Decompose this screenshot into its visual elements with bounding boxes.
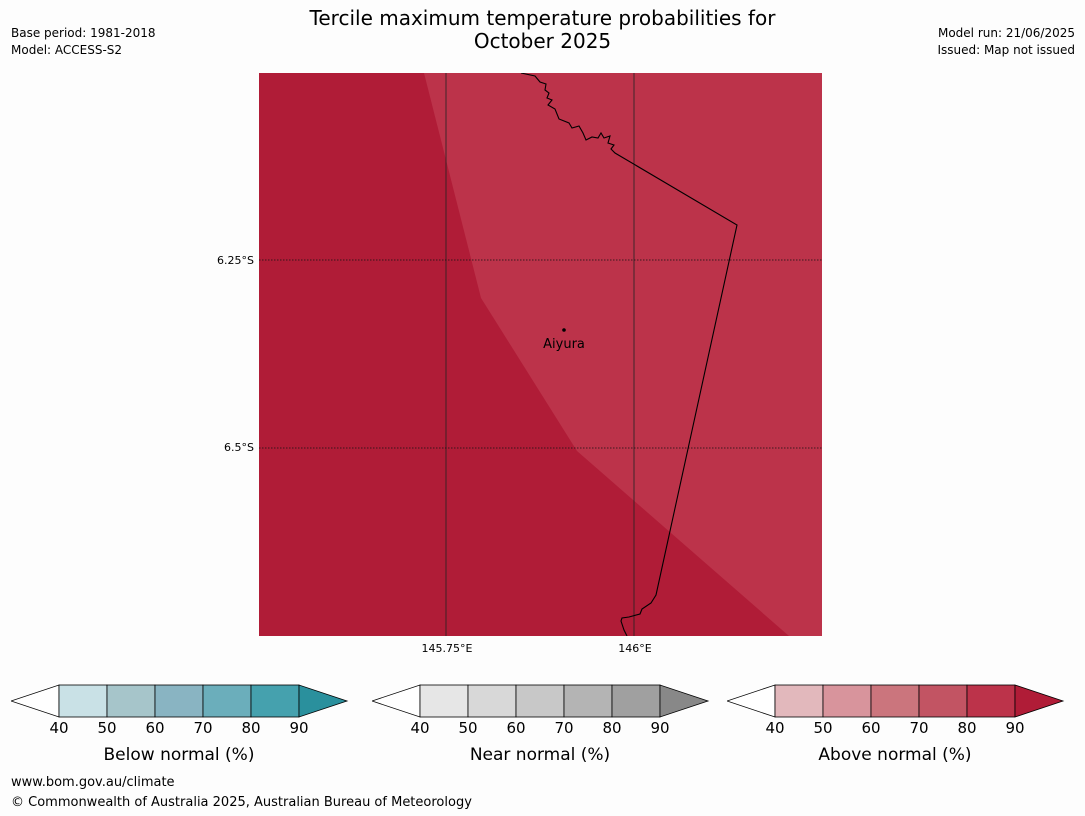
colorbar-cell <box>870 684 920 718</box>
aiyura-marker <box>562 328 566 332</box>
colorbar-tick-label: 70 <box>554 719 574 737</box>
colorbar-tick-label: 50 <box>813 719 833 737</box>
meta-right: Model run: 21/06/2025 Issued: Map not is… <box>937 25 1075 59</box>
colorbar-near <box>372 684 710 718</box>
lat-label: 6.5°S <box>224 441 254 454</box>
title-line-1: Tercile maximum temperature probabilitie… <box>309 6 776 30</box>
colorbar-extend-high <box>659 684 710 718</box>
probability-region-medium <box>424 73 822 636</box>
border-line <box>520 73 738 636</box>
colorbar-tick-label: 40 <box>49 719 69 737</box>
footer-copyright: © Commonwealth of Australia 2025, Austra… <box>11 795 472 810</box>
colorbar-tick-label: 70 <box>909 719 929 737</box>
colorbar-cell <box>515 684 565 718</box>
colorbar-extend-low <box>372 684 421 718</box>
colorbar-cell <box>202 684 252 718</box>
colorbar-tick-label: 90 <box>650 719 670 737</box>
colorbar-cell <box>611 684 661 718</box>
colorbar-tick-label: 60 <box>861 719 881 737</box>
colorbar-tick-label: 80 <box>957 719 977 737</box>
colorbar-extend-high <box>1014 684 1065 718</box>
colorbar-cell <box>467 684 517 718</box>
colorbar-tick-label: 80 <box>241 719 261 737</box>
title-line-2: October 2025 <box>473 29 612 53</box>
colorbar-cell <box>918 684 968 718</box>
lon-label: 145.75°E <box>421 642 473 655</box>
colorbar-cell <box>250 684 300 718</box>
lon-label: 146°E <box>618 642 652 655</box>
colorbar-label: Below normal (%) <box>103 745 255 765</box>
issued-status: Issued: Map not issued <box>937 43 1075 57</box>
model-run: Model run: 21/06/2025 <box>937 26 1075 40</box>
colorbar-tick-label: 40 <box>410 719 430 737</box>
colorbar-tick-label: 50 <box>97 719 117 737</box>
map-canvas <box>259 73 822 636</box>
colorbar-cell <box>58 684 108 718</box>
colorbar-tick-label: 70 <box>193 719 213 737</box>
colorbar-below <box>11 684 349 718</box>
colorbar-cell <box>774 684 824 718</box>
colorbar-label: Above normal (%) <box>818 745 972 765</box>
colorbar-above <box>727 684 1065 718</box>
colorbar-tick-label: 80 <box>602 719 622 737</box>
colorbar-extend-high <box>298 684 349 718</box>
colorbar-cell <box>822 684 872 718</box>
colorbar-extend-low <box>11 684 60 718</box>
colorbar-label: Near normal (%) <box>469 745 611 765</box>
model-name: Model: ACCESS-S2 <box>11 43 123 57</box>
colorbar-tick-label: 60 <box>506 719 526 737</box>
lat-label: 6.25°S <box>217 254 254 267</box>
map-panel: Aiyura <box>259 73 822 636</box>
place-label: Aiyura <box>543 337 585 352</box>
meta-left: Base period: 1981-2018 Model: ACCESS-S2 <box>11 25 156 59</box>
footer-url: www.bom.gov.au/climate <box>11 775 175 790</box>
colorbar-tick-label: 50 <box>458 719 478 737</box>
colorbar-cell <box>106 684 156 718</box>
colorbar-cell <box>419 684 469 718</box>
base-period: Base period: 1981-2018 <box>11 26 156 40</box>
colorbar-cell <box>154 684 204 718</box>
colorbar-cell <box>563 684 613 718</box>
map-title: Tercile maximum temperature probabilitie… <box>0 7 1085 53</box>
colorbar-cell <box>966 684 1016 718</box>
colorbar-tick-label: 40 <box>765 719 785 737</box>
colorbar-tick-label: 90 <box>289 719 309 737</box>
colorbar-extend-low <box>727 684 776 718</box>
colorbar-tick-label: 60 <box>145 719 165 737</box>
colorbar-tick-label: 90 <box>1005 719 1025 737</box>
